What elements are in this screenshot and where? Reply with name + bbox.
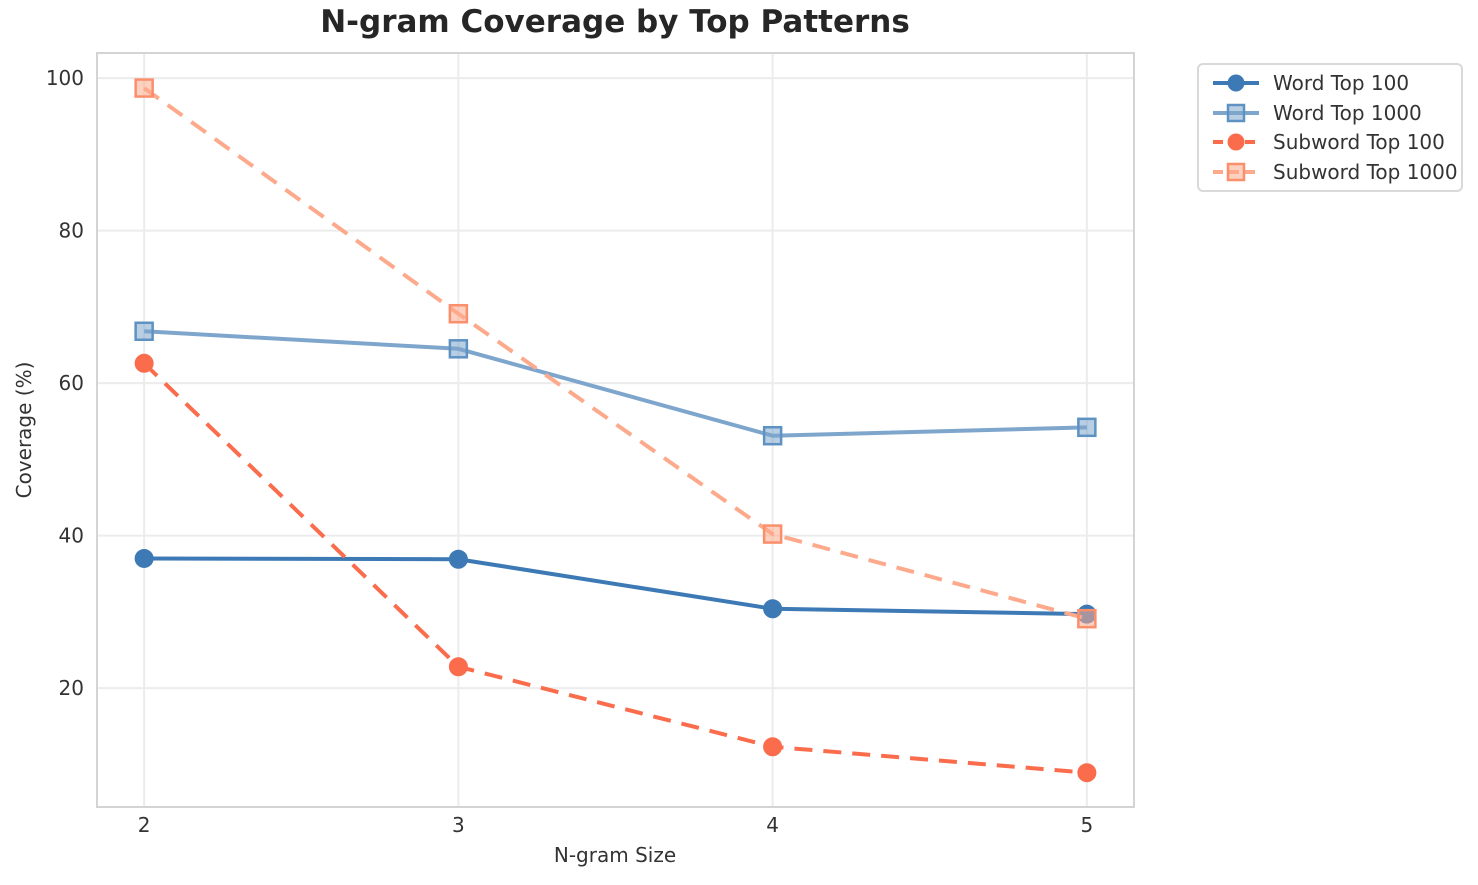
legend-item-word-top-100: Word Top 100 [1211,69,1461,97]
series-marker-word-top-100 [134,548,154,568]
legend: Word Top 100 Word Top 1000 Subword Top 100… [1197,63,1463,192]
series-marker-word-top-100 [448,549,468,569]
series-marker-word-top-100 [763,599,783,619]
series-marker-word-top-1000 [762,425,783,446]
axes-spines [96,52,1135,808]
series-marker-subword-top-100 [448,657,468,677]
series-line-word-top-100 [144,556,1087,617]
legend-item-subword-top-100: Subword Top 100 [1211,128,1461,156]
series-line-subword-top-1000 [142,86,1088,621]
legend-label-word-top-1000: Word Top 1000 [1273,100,1422,125]
series-line-subword-top-100 [142,361,1088,775]
legend-sample-subword-top-1000 [1213,162,1259,181]
x-tick-label: 3 [452,813,465,837]
legend-item-word-top-1000: Word Top 1000 [1211,99,1461,127]
y-tick-label: 40 [59,524,84,548]
legend-label-subword-top-100: Subword Top 100 [1273,130,1445,155]
legend-label-word-top-100: Word Top 100 [1273,71,1410,96]
series-marker-word-top-1000 [134,321,154,342]
series-marker-subword-top-100 [134,353,154,373]
series-marker-word-top-1000 [1077,417,1097,438]
legend-marker-subword-top-1000-icon [1226,162,1246,181]
series-marker-subword-top-100 [763,737,783,757]
series-marker-word-top-1000 [448,339,469,359]
legend-marker-word-top-100-icon [1227,74,1245,92]
series-marker-subword-top-100 [1077,763,1097,783]
legend-label-subword-top-1000: Subword Top 1000 [1273,159,1458,184]
series-marker-subword-top-1000 [134,78,154,98]
chart-title: N-gram Coverage by Top Patterns [320,4,910,40]
legend-sample-word-top-100 [1213,74,1259,92]
series-marker-subword-top-1000 [762,524,783,544]
x-tick-label: 2 [138,813,151,837]
y-tick-label: 100 [46,66,84,90]
legend-marker-subword-top-100-icon [1227,133,1245,151]
y-tick-label: 20 [59,676,84,700]
legend-sample-subword-top-100 [1213,133,1259,151]
y-tick-label: 60 [59,371,84,395]
legend-sample-word-top-1000 [1213,103,1259,123]
legend-item-subword-top-1000: Subword Top 1000 [1211,158,1461,186]
series-marker-subword-top-1000 [1077,608,1097,629]
series-line-word-top-1000 [144,329,1087,438]
y-axis-label: Coverage (%) [12,361,36,499]
x-tick-label: 4 [766,813,779,837]
x-axis-label: N-gram Size [553,843,677,867]
legend-marker-word-top-1000-icon [1226,103,1246,123]
y-tick-label: 80 [59,219,84,243]
series-marker-subword-top-1000 [448,303,469,324]
x-tick-label: 5 [1080,813,1093,837]
